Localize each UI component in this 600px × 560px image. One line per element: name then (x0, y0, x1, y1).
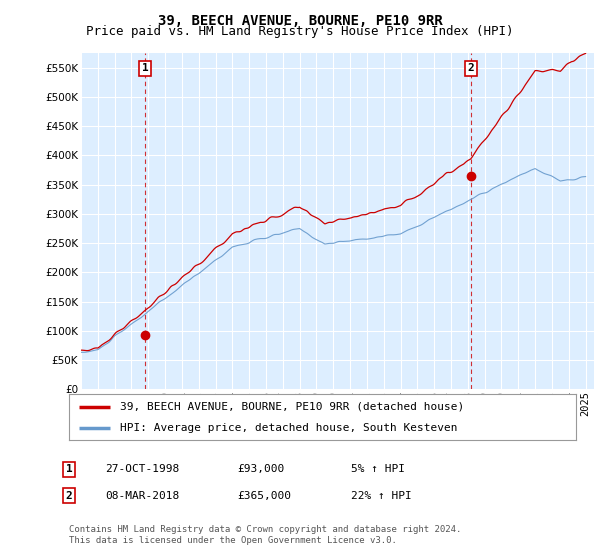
Text: 2: 2 (65, 491, 73, 501)
Text: £93,000: £93,000 (237, 464, 284, 474)
Text: 1: 1 (65, 464, 73, 474)
Text: 1: 1 (142, 63, 149, 73)
Text: HPI: Average price, detached house, South Kesteven: HPI: Average price, detached house, Sout… (120, 423, 457, 433)
Text: 5% ↑ HPI: 5% ↑ HPI (351, 464, 405, 474)
Text: 08-MAR-2018: 08-MAR-2018 (105, 491, 179, 501)
Text: 2: 2 (467, 63, 474, 73)
Text: £365,000: £365,000 (237, 491, 291, 501)
Text: 39, BEECH AVENUE, BOURNE, PE10 9RR (detached house): 39, BEECH AVENUE, BOURNE, PE10 9RR (deta… (120, 402, 464, 412)
Text: Price paid vs. HM Land Registry's House Price Index (HPI): Price paid vs. HM Land Registry's House … (86, 25, 514, 38)
Text: Contains HM Land Registry data © Crown copyright and database right 2024.
This d: Contains HM Land Registry data © Crown c… (69, 525, 461, 545)
Text: 39, BEECH AVENUE, BOURNE, PE10 9RR: 39, BEECH AVENUE, BOURNE, PE10 9RR (158, 14, 442, 28)
Text: 27-OCT-1998: 27-OCT-1998 (105, 464, 179, 474)
Text: 22% ↑ HPI: 22% ↑ HPI (351, 491, 412, 501)
